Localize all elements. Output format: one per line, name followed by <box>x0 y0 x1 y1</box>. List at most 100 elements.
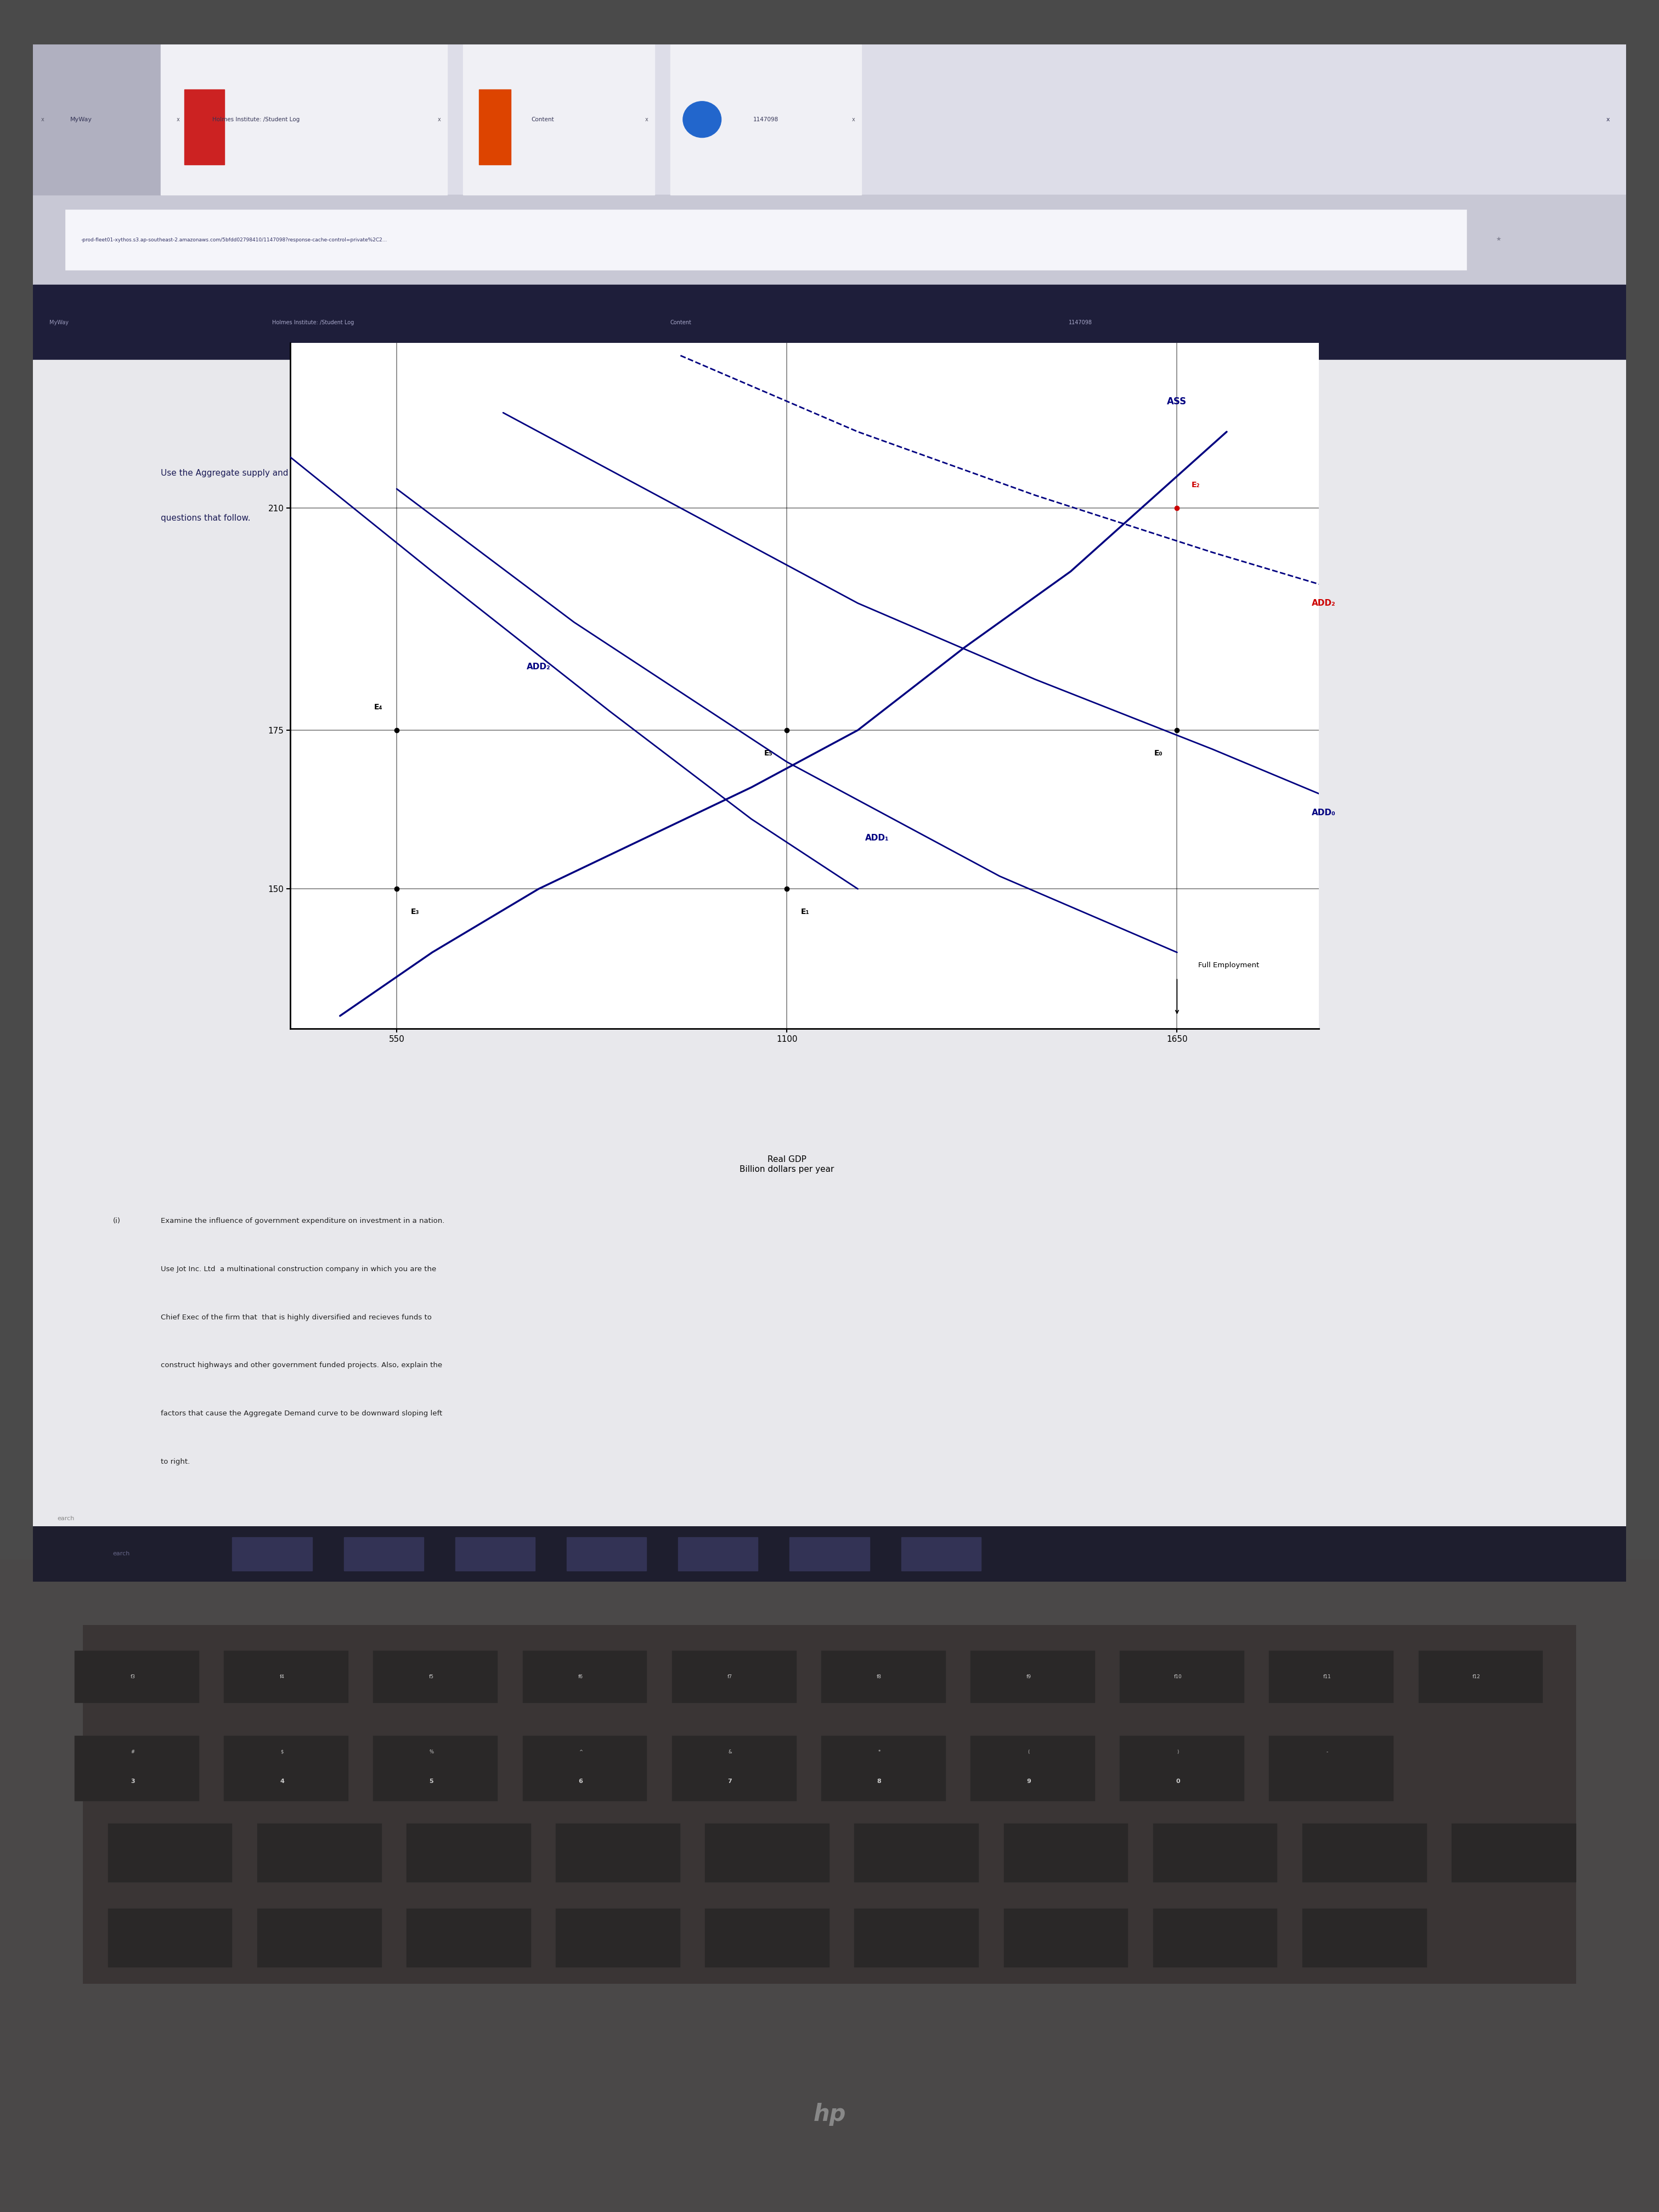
Text: ADD₂: ADD₂ <box>1312 599 1335 608</box>
Bar <box>184 88 224 164</box>
Text: 9: 9 <box>1027 1778 1030 1785</box>
Text: ADD₁: ADD₁ <box>864 834 889 843</box>
Bar <box>971 1650 1095 1703</box>
Text: ^: ^ <box>579 1750 582 1754</box>
Bar <box>705 1909 830 1966</box>
Text: earch: earch <box>56 1515 75 1522</box>
Text: f12: f12 <box>1473 1674 1480 1679</box>
Bar <box>33 44 1626 195</box>
Bar <box>556 1909 680 1966</box>
Text: x: x <box>41 117 45 122</box>
Bar <box>373 1650 498 1703</box>
Text: Aggregate Supply and Aggregate Demand Model: Aggregate Supply and Aggregate Demand Mo… <box>693 566 966 575</box>
Text: factors that cause the Aggregate Demand curve to be downward sloping left: factors that cause the Aggregate Demand … <box>161 1409 443 1418</box>
Text: Content: Content <box>670 321 692 325</box>
Text: f8: f8 <box>878 1674 881 1679</box>
Text: 3: 3 <box>131 1778 134 1785</box>
Text: 1147098: 1147098 <box>753 117 778 122</box>
Bar <box>33 361 1626 1548</box>
Text: 0: 0 <box>1176 1778 1180 1785</box>
Text: f4: f4 <box>280 1674 284 1679</box>
Text: 8: 8 <box>878 1778 881 1785</box>
Bar <box>1269 1736 1394 1801</box>
Bar <box>854 1823 979 1882</box>
Text: E₀: E₀ <box>1155 750 1163 757</box>
Text: Use the Aggregate supply and Aggregate Demand Model below to answer the: Use the Aggregate supply and Aggregate D… <box>161 469 489 478</box>
Text: f9: f9 <box>1027 1674 1030 1679</box>
Bar <box>257 1909 382 1966</box>
Bar <box>232 1537 312 1571</box>
Text: construct highways and other government funded projects. Also, explain the: construct highways and other government … <box>161 1363 441 1369</box>
Bar <box>224 1650 348 1703</box>
Bar <box>523 1736 647 1801</box>
Bar <box>821 1736 946 1801</box>
Text: ADD₀: ADD₀ <box>1312 810 1335 816</box>
Bar <box>672 1736 796 1801</box>
Text: E₃: E₃ <box>411 907 420 916</box>
Bar <box>1302 1909 1427 1966</box>
Text: hp: hp <box>813 2104 846 2126</box>
Text: Examine the influence of government expenditure on investment in a nation.: Examine the influence of government expe… <box>161 1217 445 1225</box>
Bar <box>463 44 654 195</box>
Bar <box>108 1909 232 1966</box>
Text: f10: f10 <box>1175 1674 1181 1679</box>
Bar <box>33 195 1626 285</box>
Text: E₅: E₅ <box>765 750 773 757</box>
Circle shape <box>684 102 722 137</box>
Text: Use Jot Inc. Ltd  a multinational construction company in which you are the: Use Jot Inc. Ltd a multinational constru… <box>161 1265 436 1272</box>
Bar <box>1418 1650 1543 1703</box>
Bar <box>854 1909 979 1966</box>
Text: 4: 4 <box>280 1778 284 1785</box>
Text: &: & <box>728 1750 732 1754</box>
Bar <box>455 1537 534 1571</box>
Bar <box>75 1736 199 1801</box>
Bar <box>33 285 1626 361</box>
Text: f3: f3 <box>131 1674 134 1679</box>
Text: ★: ★ <box>1496 237 1501 243</box>
Bar <box>108 1823 232 1882</box>
Bar <box>901 1537 980 1571</box>
Text: E₁: E₁ <box>801 907 810 916</box>
Bar <box>1004 1823 1128 1882</box>
Bar <box>224 1736 348 1801</box>
Bar <box>65 210 1467 270</box>
Bar <box>33 44 161 195</box>
Text: x: x <box>1606 117 1609 122</box>
Text: ADD₂: ADD₂ <box>526 664 551 670</box>
Text: Holmes Institute: /Student Log: Holmes Institute: /Student Log <box>272 321 353 325</box>
Bar <box>373 1736 498 1801</box>
Text: *: * <box>878 1750 881 1754</box>
Bar <box>971 1736 1095 1801</box>
Text: Real GDP
Billion dollars per year: Real GDP Billion dollars per year <box>740 1155 834 1172</box>
Bar <box>406 1909 531 1966</box>
Text: MyWay: MyWay <box>70 117 91 122</box>
Text: 6: 6 <box>579 1778 582 1785</box>
Bar <box>75 1650 199 1703</box>
Text: f11: f11 <box>1324 1674 1331 1679</box>
Text: x: x <box>438 117 441 122</box>
Bar <box>257 1823 382 1882</box>
Text: %: % <box>430 1750 433 1754</box>
Bar <box>1153 1909 1277 1966</box>
Text: ASS: ASS <box>1168 396 1186 407</box>
Text: (i): (i) <box>113 1217 121 1225</box>
Text: ): ) <box>1176 1750 1180 1754</box>
Bar <box>1302 1823 1427 1882</box>
Text: Chief Exec of the firm that  that is highly diversified and recieves funds to: Chief Exec of the firm that that is high… <box>161 1314 431 1321</box>
Text: Holmes Institute: /Student Log: Holmes Institute: /Student Log <box>212 117 300 122</box>
Text: f7: f7 <box>728 1674 732 1679</box>
Text: -prod-fleet01-xythos.s3.ap-southeast-2.amazonaws.com/5bfdd02798410/1147098?respo: -prod-fleet01-xythos.s3.ap-southeast-2.a… <box>81 237 387 243</box>
Text: x: x <box>176 117 179 122</box>
Bar <box>479 88 511 164</box>
Text: 1147098: 1147098 <box>1068 321 1092 325</box>
Text: x: x <box>645 117 649 122</box>
Text: $: $ <box>280 1750 284 1754</box>
Bar <box>523 1650 647 1703</box>
Bar <box>556 1823 680 1882</box>
Text: Full Employment: Full Employment <box>1198 962 1259 969</box>
Text: E₄: E₄ <box>373 703 383 710</box>
Text: to right.: to right. <box>161 1458 189 1464</box>
Bar <box>1452 1823 1576 1882</box>
Bar <box>406 1823 531 1882</box>
Bar <box>705 1823 830 1882</box>
